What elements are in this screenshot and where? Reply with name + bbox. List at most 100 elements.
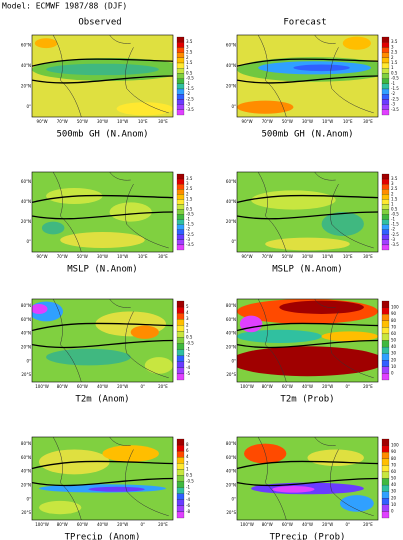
field-region [102, 445, 159, 462]
lon-label: 40°W [302, 522, 313, 527]
colorbar-label: 10 [391, 364, 397, 369]
lon-label: 80°W [57, 522, 68, 527]
field-region [237, 100, 294, 114]
lon-label: 0° [346, 522, 351, 527]
colorbar-swatch [176, 331, 185, 338]
colorbar-label: 5 [186, 304, 189, 309]
lat-label: 60°N [226, 179, 236, 184]
field [32, 172, 173, 252]
colorbar-swatch [381, 366, 390, 374]
field-region [272, 485, 315, 493]
colorbar-label: -2 [391, 227, 395, 232]
colorbar-label: -2 [391, 91, 395, 96]
lat-label: 40°N [21, 469, 31, 474]
colorbar-label: 2.5 [391, 186, 398, 191]
lon-label: 30°W [302, 119, 313, 124]
lat-label: 60°N [21, 317, 31, 322]
lon-label: 60°W [282, 384, 293, 389]
colorbar-label: 2 [186, 460, 189, 465]
panel-title: T2m (Prob) [280, 395, 334, 405]
colorbar-label: -3 [391, 237, 395, 242]
lon-label: 90°W [242, 254, 253, 259]
colorbar-swatch [381, 320, 390, 328]
colorbar-swatch [176, 104, 185, 110]
colorbar-swatch [176, 244, 185, 251]
colorbar-swatch [381, 511, 390, 519]
colorbar-swatch [381, 194, 390, 200]
lat-label: 20°N [21, 344, 31, 349]
colorbar-swatch [381, 300, 390, 308]
colorbar-label: 2 [186, 191, 189, 196]
colorbar-label: -3.5 [391, 242, 399, 247]
colorbar-swatch [381, 204, 390, 210]
field-region [293, 64, 350, 72]
field-region [60, 232, 145, 248]
lon-label: 10°W [322, 254, 333, 259]
lon-label: 30°E [158, 119, 168, 124]
colorbar-label: 4 [186, 310, 189, 315]
lon-label: 10°E [343, 119, 353, 124]
colorbar-swatch [176, 463, 185, 470]
lat-label: 20°S [21, 372, 31, 377]
colorbar-swatch [176, 313, 185, 320]
colorbar-label: -2.5 [391, 232, 399, 237]
lon-label: 40°W [97, 384, 108, 389]
field-region [32, 303, 48, 314]
colorbar-label: -1.5 [186, 222, 194, 227]
colorbar-swatch [176, 239, 185, 246]
colorbar-label: 20 [391, 357, 397, 362]
field-region [237, 329, 322, 343]
lon-label: 90°W [242, 119, 253, 124]
colorbar-label: 70 [391, 324, 397, 329]
colorbar-label: -3 [186, 359, 190, 364]
colorbar-swatch [176, 214, 185, 220]
colorbar-swatch [176, 57, 185, 64]
map-frame [236, 34, 379, 118]
lon-label: 30°E [363, 254, 373, 259]
lat-label: 0° [26, 239, 31, 244]
colorbar-swatch [176, 469, 185, 476]
colorbar-swatch [381, 219, 390, 225]
lat-label: 80°N [21, 303, 31, 308]
map-frame [31, 171, 174, 253]
colorbar-swatch [381, 498, 390, 505]
colorbar-label: 0.5 [186, 206, 193, 211]
lat-label: 60°N [226, 42, 236, 47]
lat-label: 60°N [21, 179, 31, 184]
colorbar-swatch [381, 52, 390, 58]
column-title: Forecast [283, 18, 326, 28]
map-panel: 80°N 60°N 40°N 20°N 0° 20°S 100°W 80°W 60°W 40°W 2… [226, 298, 399, 405]
colorbar-swatch [176, 42, 185, 48]
colorbar-label: -0.5 [391, 212, 399, 217]
colorbar-swatch [176, 219, 185, 225]
field [32, 299, 173, 382]
colorbar-swatch [381, 340, 390, 348]
lon-label: 20°E [158, 384, 168, 389]
colorbar-label: -1.5 [391, 86, 399, 91]
colorbar-swatch [176, 319, 185, 326]
contour [237, 460, 378, 487]
colorbar-label: -0.5 [186, 479, 194, 484]
lon-label: 50°W [282, 119, 293, 124]
lon-label: 10°W [117, 119, 128, 124]
lat-label: 40°N [226, 469, 236, 474]
colorbar-swatch [176, 300, 185, 308]
colorbar-swatch [176, 325, 185, 332]
map-frame [236, 436, 379, 521]
lat-label: 20°S [21, 510, 31, 515]
map-panel: 60°N40°N20°N0°90°W 70°W 50°W 30°W 10°W 10°E 30… [21, 34, 194, 140]
colorbar-swatch [381, 189, 390, 195]
colorbar-swatch [176, 83, 185, 90]
lon-label: 30°W [97, 119, 108, 124]
colorbar-swatch [176, 361, 185, 368]
colorbar-swatch [176, 36, 185, 43]
contour [32, 460, 173, 487]
lon-label: 30°W [97, 254, 108, 259]
colorbar-swatch [176, 189, 185, 195]
colorbar-label: -1.5 [186, 86, 194, 91]
colorbar-swatch [176, 109, 185, 116]
colorbar-label: 2.5 [391, 50, 398, 55]
colorbar-label: 40 [391, 344, 397, 349]
lon-label: 60°W [282, 522, 293, 527]
lat-label: 80°N [226, 303, 236, 308]
